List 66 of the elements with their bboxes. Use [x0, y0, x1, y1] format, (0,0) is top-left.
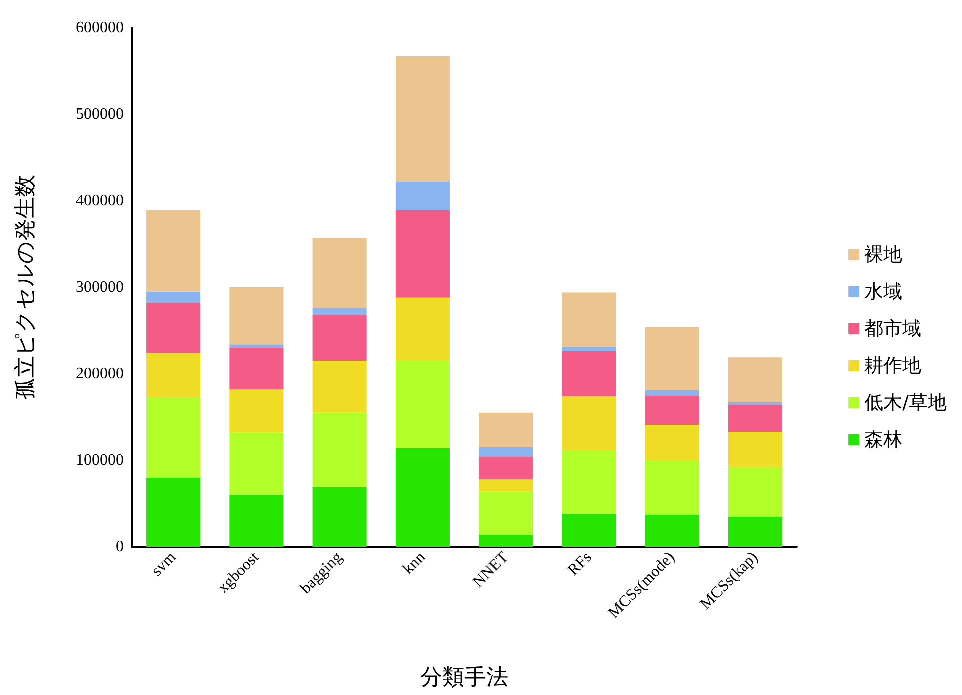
bar [146, 210, 201, 292]
bar [479, 492, 534, 535]
y-tick-label: 100000 [76, 452, 124, 469]
bar [230, 495, 284, 547]
bar [396, 298, 450, 362]
y-tick-label: 200000 [76, 366, 124, 382]
bar [645, 460, 700, 515]
legend-label: 裸地 [864, 244, 903, 266]
bar [645, 514, 700, 547]
bar [396, 182, 450, 211]
bar [230, 344, 284, 348]
bar [728, 358, 782, 403]
bar [312, 308, 367, 316]
y-tick-label: 600000 [76, 20, 124, 36]
bar [396, 56, 450, 182]
x-tick-label: knn [400, 548, 429, 578]
bar [146, 478, 201, 547]
bar [230, 348, 284, 390]
bar [645, 425, 700, 460]
bar [230, 390, 284, 433]
bar [146, 397, 201, 478]
y-axis-title: 孤立ピクセルの発生数 [14, 175, 38, 400]
bar [728, 402, 782, 406]
bar [479, 534, 534, 547]
bar [645, 390, 700, 396]
bar [562, 514, 616, 547]
legend-label: 水域 [864, 281, 903, 303]
bar [562, 347, 616, 352]
bar [645, 396, 700, 426]
legend-label: 低木/草地 [864, 392, 948, 414]
bar [146, 292, 201, 304]
bar [312, 315, 367, 362]
legend-label: 森林 [864, 429, 903, 451]
legend-label: 都市域 [864, 318, 922, 340]
bar [312, 487, 367, 547]
bar [230, 288, 284, 345]
bar [146, 303, 201, 354]
x-axis-title: 分類手法 [420, 666, 508, 690]
y-tick-label: 400000 [76, 192, 124, 210]
bar [396, 210, 450, 298]
x-tick-label: svm [148, 548, 180, 580]
bar [312, 412, 367, 488]
y-tick-label: 0 [116, 538, 124, 556]
legend-label: 耕作地 [864, 355, 922, 377]
bar [728, 432, 782, 468]
bar [562, 292, 616, 348]
bar [479, 412, 534, 448]
bar [479, 457, 534, 480]
bar [312, 361, 367, 413]
bar [562, 450, 616, 514]
x-tick-label: RFs [564, 548, 596, 580]
bar [479, 480, 534, 492]
bar [312, 238, 367, 308]
y-tick-label: 300000 [76, 279, 124, 296]
y-tick-label: 500000 [76, 106, 124, 123]
bar [396, 361, 450, 448]
bar [146, 353, 201, 398]
bar [728, 516, 782, 547]
bar [728, 405, 782, 432]
bar [396, 448, 450, 547]
bar [562, 352, 616, 396]
bar [645, 327, 700, 390]
bar [728, 467, 782, 517]
bar [562, 396, 616, 451]
bar [479, 448, 534, 458]
bar [230, 432, 284, 496]
